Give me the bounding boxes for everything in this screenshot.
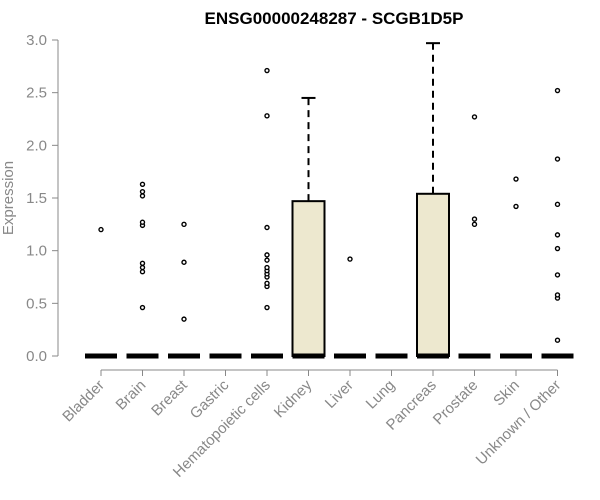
outlier-point [139, 219, 146, 225]
y-tick-label: 2.5 [26, 85, 47, 102]
outlier-point [139, 269, 146, 275]
outlier-point [264, 224, 270, 231]
box-series [85, 42, 574, 359]
outlier-point [554, 87, 561, 94]
x-tick-label: Breast [148, 376, 191, 419]
outlier-point [471, 221, 478, 228]
outlier-point [264, 252, 270, 258]
x-tick-label: Brain [113, 377, 150, 414]
y-tick-label: 0.0 [26, 348, 47, 365]
x-tick-label: Lung [363, 377, 399, 413]
box-kidney [291, 96, 326, 359]
y-axis-label: Expression [0, 161, 17, 235]
box-pancreas [416, 42, 450, 359]
outlier-point [98, 226, 104, 233]
outlier-point [471, 114, 478, 120]
x-tick-label: Skin [490, 377, 523, 410]
outlier-points [98, 67, 561, 343]
outlier-point [513, 203, 519, 210]
outlier-point [139, 264, 146, 271]
outlier-point [554, 337, 561, 343]
outlier-point [264, 113, 270, 119]
y-tick-label: 1.0 [26, 243, 47, 260]
outlier-point [513, 176, 519, 182]
y-tick-label: 0.5 [26, 295, 47, 312]
outlier-point [181, 316, 187, 322]
y-tick-label: 1.5 [26, 190, 47, 207]
outlier-point [264, 67, 270, 74]
outlier-point [264, 304, 270, 311]
box-rect [291, 200, 326, 357]
x-tick-label: Kidney [271, 376, 316, 421]
outlier-point [471, 216, 478, 222]
x-tick-label: Liver [322, 377, 357, 412]
outlier-point [139, 181, 146, 188]
x-tick-label: Prostate [430, 377, 482, 429]
x-tick-label: Bladder [59, 377, 108, 426]
chart-title: ENSG00000248287 - SCGB1D5P [205, 9, 464, 28]
y-tick-label: 3.0 [26, 32, 47, 49]
outlier-point [181, 221, 187, 228]
box-rect [416, 192, 450, 357]
outlier-point [554, 245, 561, 252]
outlier-point [181, 259, 187, 265]
outlier-point [347, 256, 353, 262]
outlier-point [554, 232, 561, 238]
outlier-point [554, 272, 561, 278]
outlier-point [264, 257, 270, 263]
outlier-point [139, 193, 146, 199]
outlier-point [264, 264, 270, 271]
outlier-point [139, 304, 146, 311]
outlier-point [139, 260, 146, 267]
outlier-point [554, 156, 561, 162]
outlier-point [139, 188, 146, 195]
outlier-point [554, 292, 561, 298]
y-axis: 0.0 0.5 1.0 1.5 2.0 2.5 3.0 [26, 32, 59, 365]
outlier-point [264, 280, 270, 287]
outlier-point [554, 201, 561, 208]
y-tick-label: 2.0 [26, 137, 47, 154]
